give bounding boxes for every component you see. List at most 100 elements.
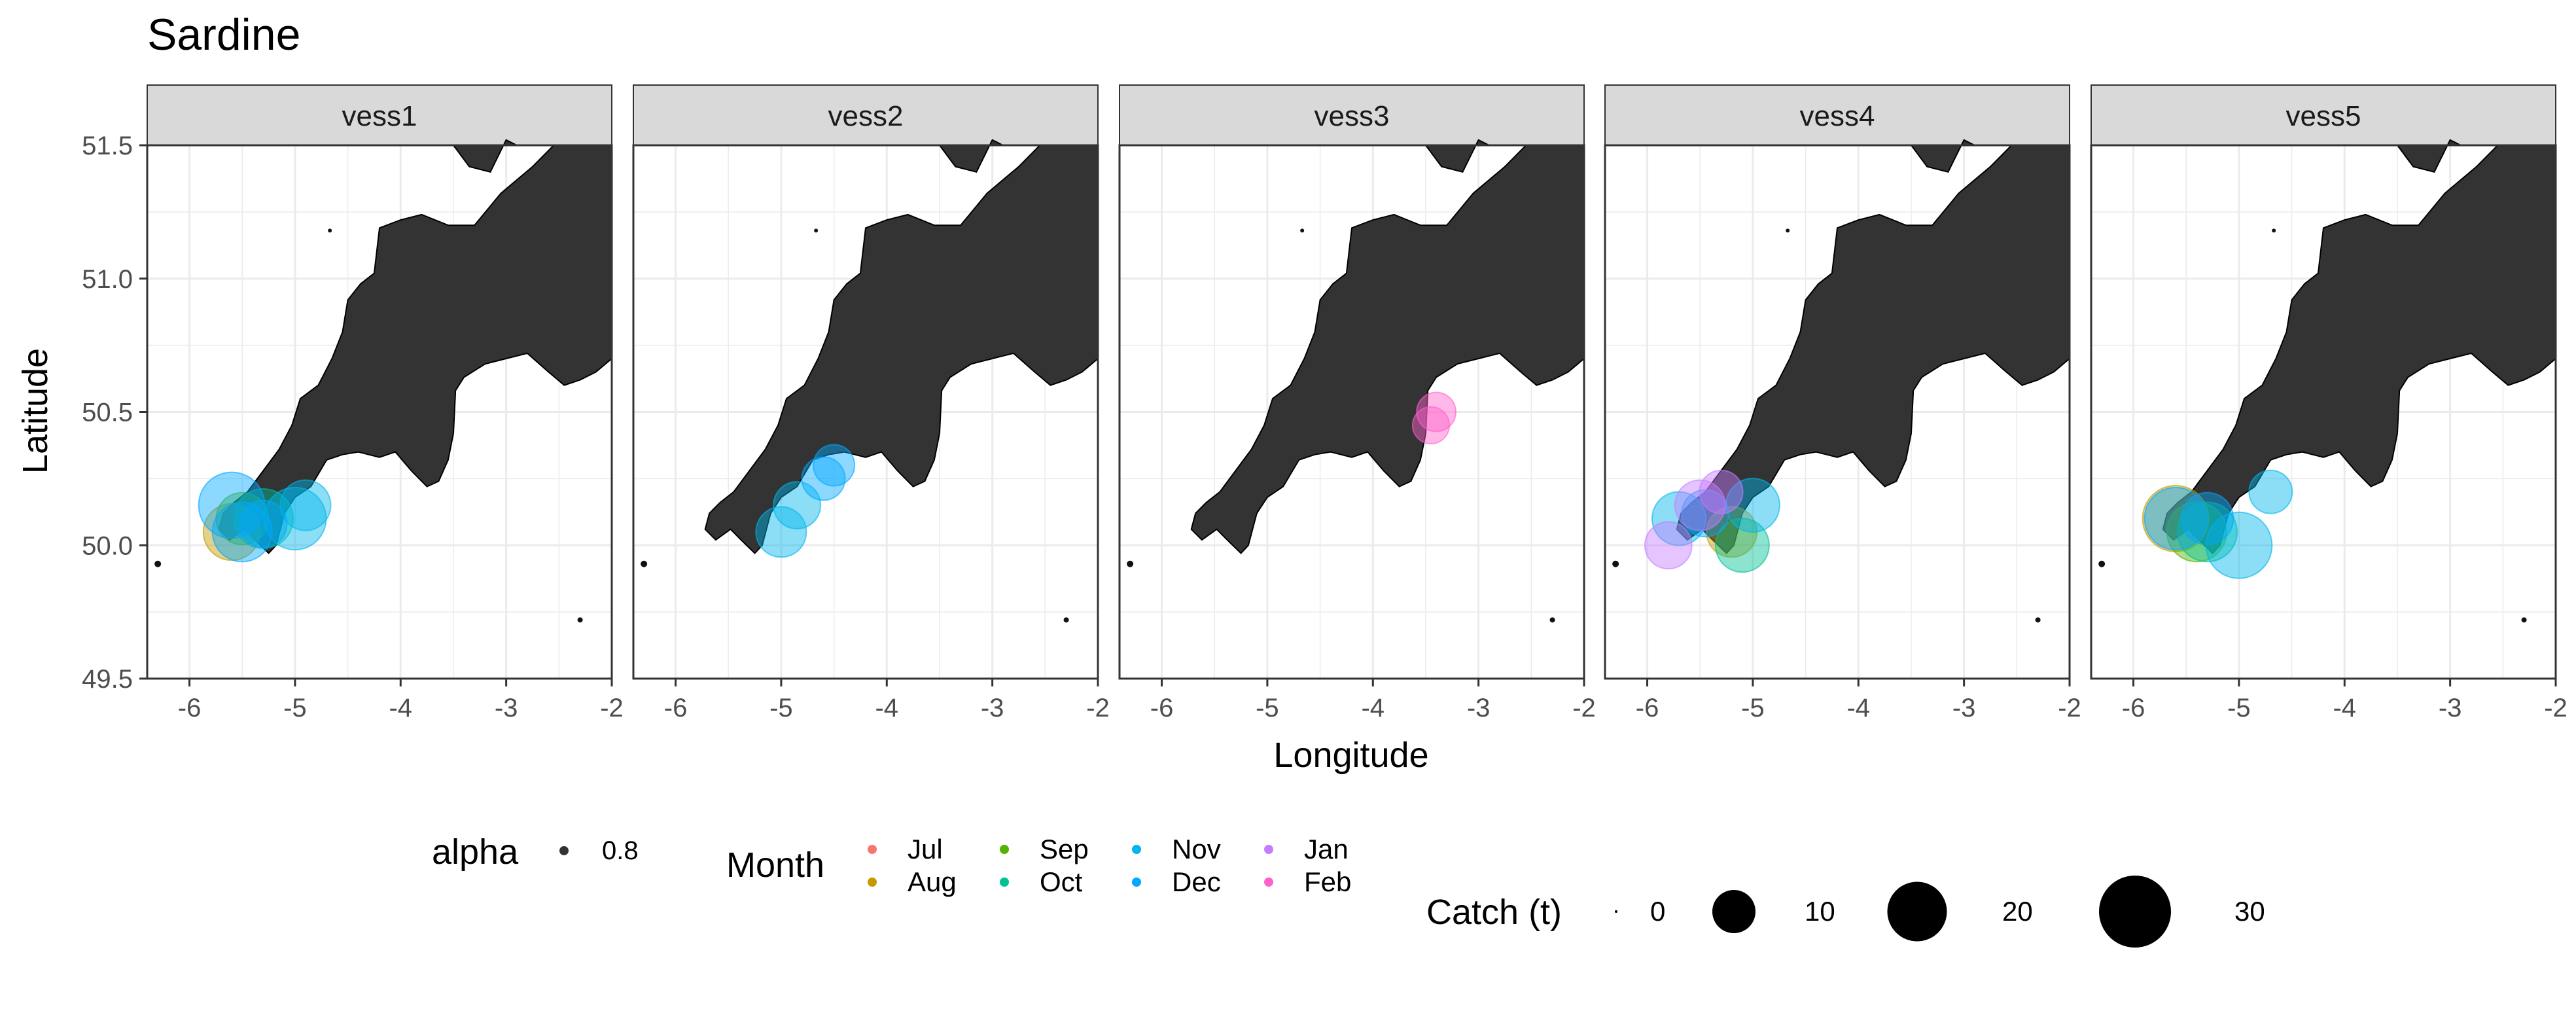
catch-points — [198, 471, 332, 563]
catch-point — [755, 506, 807, 558]
catch-point — [279, 479, 332, 531]
x-tick-label: -2 — [2544, 694, 2567, 722]
x-tick-label: -4 — [875, 694, 898, 722]
catch-points — [1644, 469, 1780, 573]
island — [1127, 560, 1134, 567]
x-axis: -6 -5 -4 -3 -2 — [2122, 679, 2567, 722]
x-tick-label: -6 — [664, 694, 688, 722]
catch-size-legend: Catch (t) 0 10 20 30 — [1426, 876, 2265, 948]
island — [1786, 228, 1790, 233]
land-mass — [218, 145, 612, 554]
land-mass — [1676, 145, 2070, 554]
catch-point — [1416, 391, 1457, 433]
facet-strip — [1604, 84, 2070, 146]
x-axis: -6 -5 -4 -3 -2 — [178, 679, 624, 722]
x-tick-label: -6 — [1150, 694, 1174, 722]
facet-panel-vess5: vess5 -6 -5 -4 -3 -2 — [2090, 84, 2567, 722]
panel-border — [2090, 144, 2557, 680]
catch-size-legend-key — [1887, 881, 1947, 942]
alpha-legend: alpha 0.8 — [432, 832, 639, 872]
catch-points — [755, 444, 856, 558]
x-tick-label: -2 — [2058, 694, 2081, 722]
x-tick-label: -5 — [2227, 694, 2251, 722]
y-tick-label: 51.5 — [82, 132, 133, 160]
month-legend-label: Jul — [908, 834, 943, 864]
land-mass — [1190, 145, 1585, 554]
month-legend-key — [868, 878, 877, 887]
month-legend-label: Nov — [1172, 834, 1221, 864]
facet-strip-label: vess1 — [342, 100, 417, 132]
y-tick-label: 50.0 — [82, 531, 133, 560]
x-tick-label: -6 — [1636, 694, 1659, 722]
x-tick-label: -5 — [769, 694, 793, 722]
month-legend-label: Feb — [1304, 866, 1351, 897]
island — [1612, 560, 1619, 567]
month-legend-key — [1264, 845, 1273, 854]
x-axis: -6 -5 -4 -3 -2 — [1636, 679, 2081, 722]
catch-points — [1411, 391, 1457, 445]
month-legend-key — [868, 845, 877, 854]
y-axis: 49.5 50.0 50.5 51.0 51.5 — [82, 132, 147, 694]
x-tick-label: -4 — [1846, 694, 1870, 722]
x-tick-label: -4 — [1361, 694, 1385, 722]
month-legend-label: Oct — [1040, 866, 1083, 897]
y-axis-label: Latitude — [16, 348, 55, 474]
y-tick-label: 49.5 — [82, 665, 133, 694]
catch-point — [813, 444, 856, 487]
catch-size-legend-key — [2099, 876, 2171, 948]
land-layer — [1127, 139, 1585, 623]
catch-size-legend-title: Catch (t) — [1426, 893, 1562, 932]
island — [814, 228, 819, 233]
island — [154, 560, 162, 567]
facet-panel-vess4: vess4 -6 -5 -4 -3 -2 — [1604, 84, 2081, 722]
catch-point — [1699, 469, 1744, 514]
month-legend-key — [1000, 878, 1009, 887]
island — [1063, 617, 1069, 623]
island — [2272, 228, 2276, 233]
facet-strip-label: vess5 — [2286, 100, 2361, 132]
facet-strip — [147, 84, 612, 146]
month-legend-label: Aug — [908, 866, 957, 897]
month-legend-key — [1264, 878, 1273, 887]
catch-point — [2144, 486, 2208, 551]
catch-point — [2248, 469, 2293, 514]
island — [1300, 228, 1305, 233]
island — [577, 617, 583, 623]
alpha-legend-key — [559, 846, 569, 855]
alpha-legend-title: alpha — [432, 832, 519, 872]
catch-point — [1411, 406, 1451, 445]
x-tick-label: -2 — [1086, 694, 1110, 722]
catch-points — [2142, 469, 2293, 579]
x-tick-label: -3 — [2439, 694, 2462, 722]
x-tick-label: -5 — [283, 694, 307, 722]
catch-size-legend-label: 0 — [1650, 896, 1665, 927]
island — [641, 560, 648, 567]
x-tick-label: -4 — [2333, 694, 2356, 722]
x-tick-label: -2 — [600, 694, 624, 722]
land-layer — [154, 139, 612, 623]
catch-point — [773, 481, 821, 529]
x-tick-label: -5 — [1256, 694, 1279, 722]
island — [2521, 617, 2527, 623]
x-tick-label: -3 — [1952, 694, 1976, 722]
x-tick-label: -3 — [981, 694, 1004, 722]
catch-point — [2180, 491, 2234, 546]
facet-strip-label: vess4 — [1800, 100, 1875, 132]
month-legend-label: Jan — [1304, 834, 1349, 864]
x-axis: -6 -5 -4 -3 -2 — [1150, 679, 1596, 722]
x-tick-label: -4 — [389, 694, 412, 722]
alpha-legend-value: 0.8 — [602, 836, 639, 865]
facet-panel-vess2: vess2 -6 -5 -4 -3 -2 — [632, 84, 1110, 722]
catch-size-legend-label: 20 — [2002, 896, 2033, 927]
facet-strip-label: vess2 — [828, 100, 904, 132]
month-legend-key — [1000, 845, 1009, 854]
month-legend-key — [1132, 845, 1141, 854]
y-tick-label: 51.0 — [82, 265, 133, 294]
y-tick-label: 50.5 — [82, 399, 133, 427]
x-axis-label: Longitude — [1273, 736, 1428, 775]
catch-point — [1725, 478, 1780, 533]
x-tick-label: -3 — [1467, 694, 1491, 722]
